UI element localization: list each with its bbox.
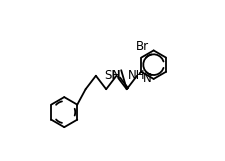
Text: NH: NH (128, 69, 146, 82)
Text: SH: SH (104, 69, 120, 82)
Text: N: N (143, 72, 152, 85)
Text: N: N (112, 69, 121, 82)
Text: Br: Br (135, 40, 149, 53)
